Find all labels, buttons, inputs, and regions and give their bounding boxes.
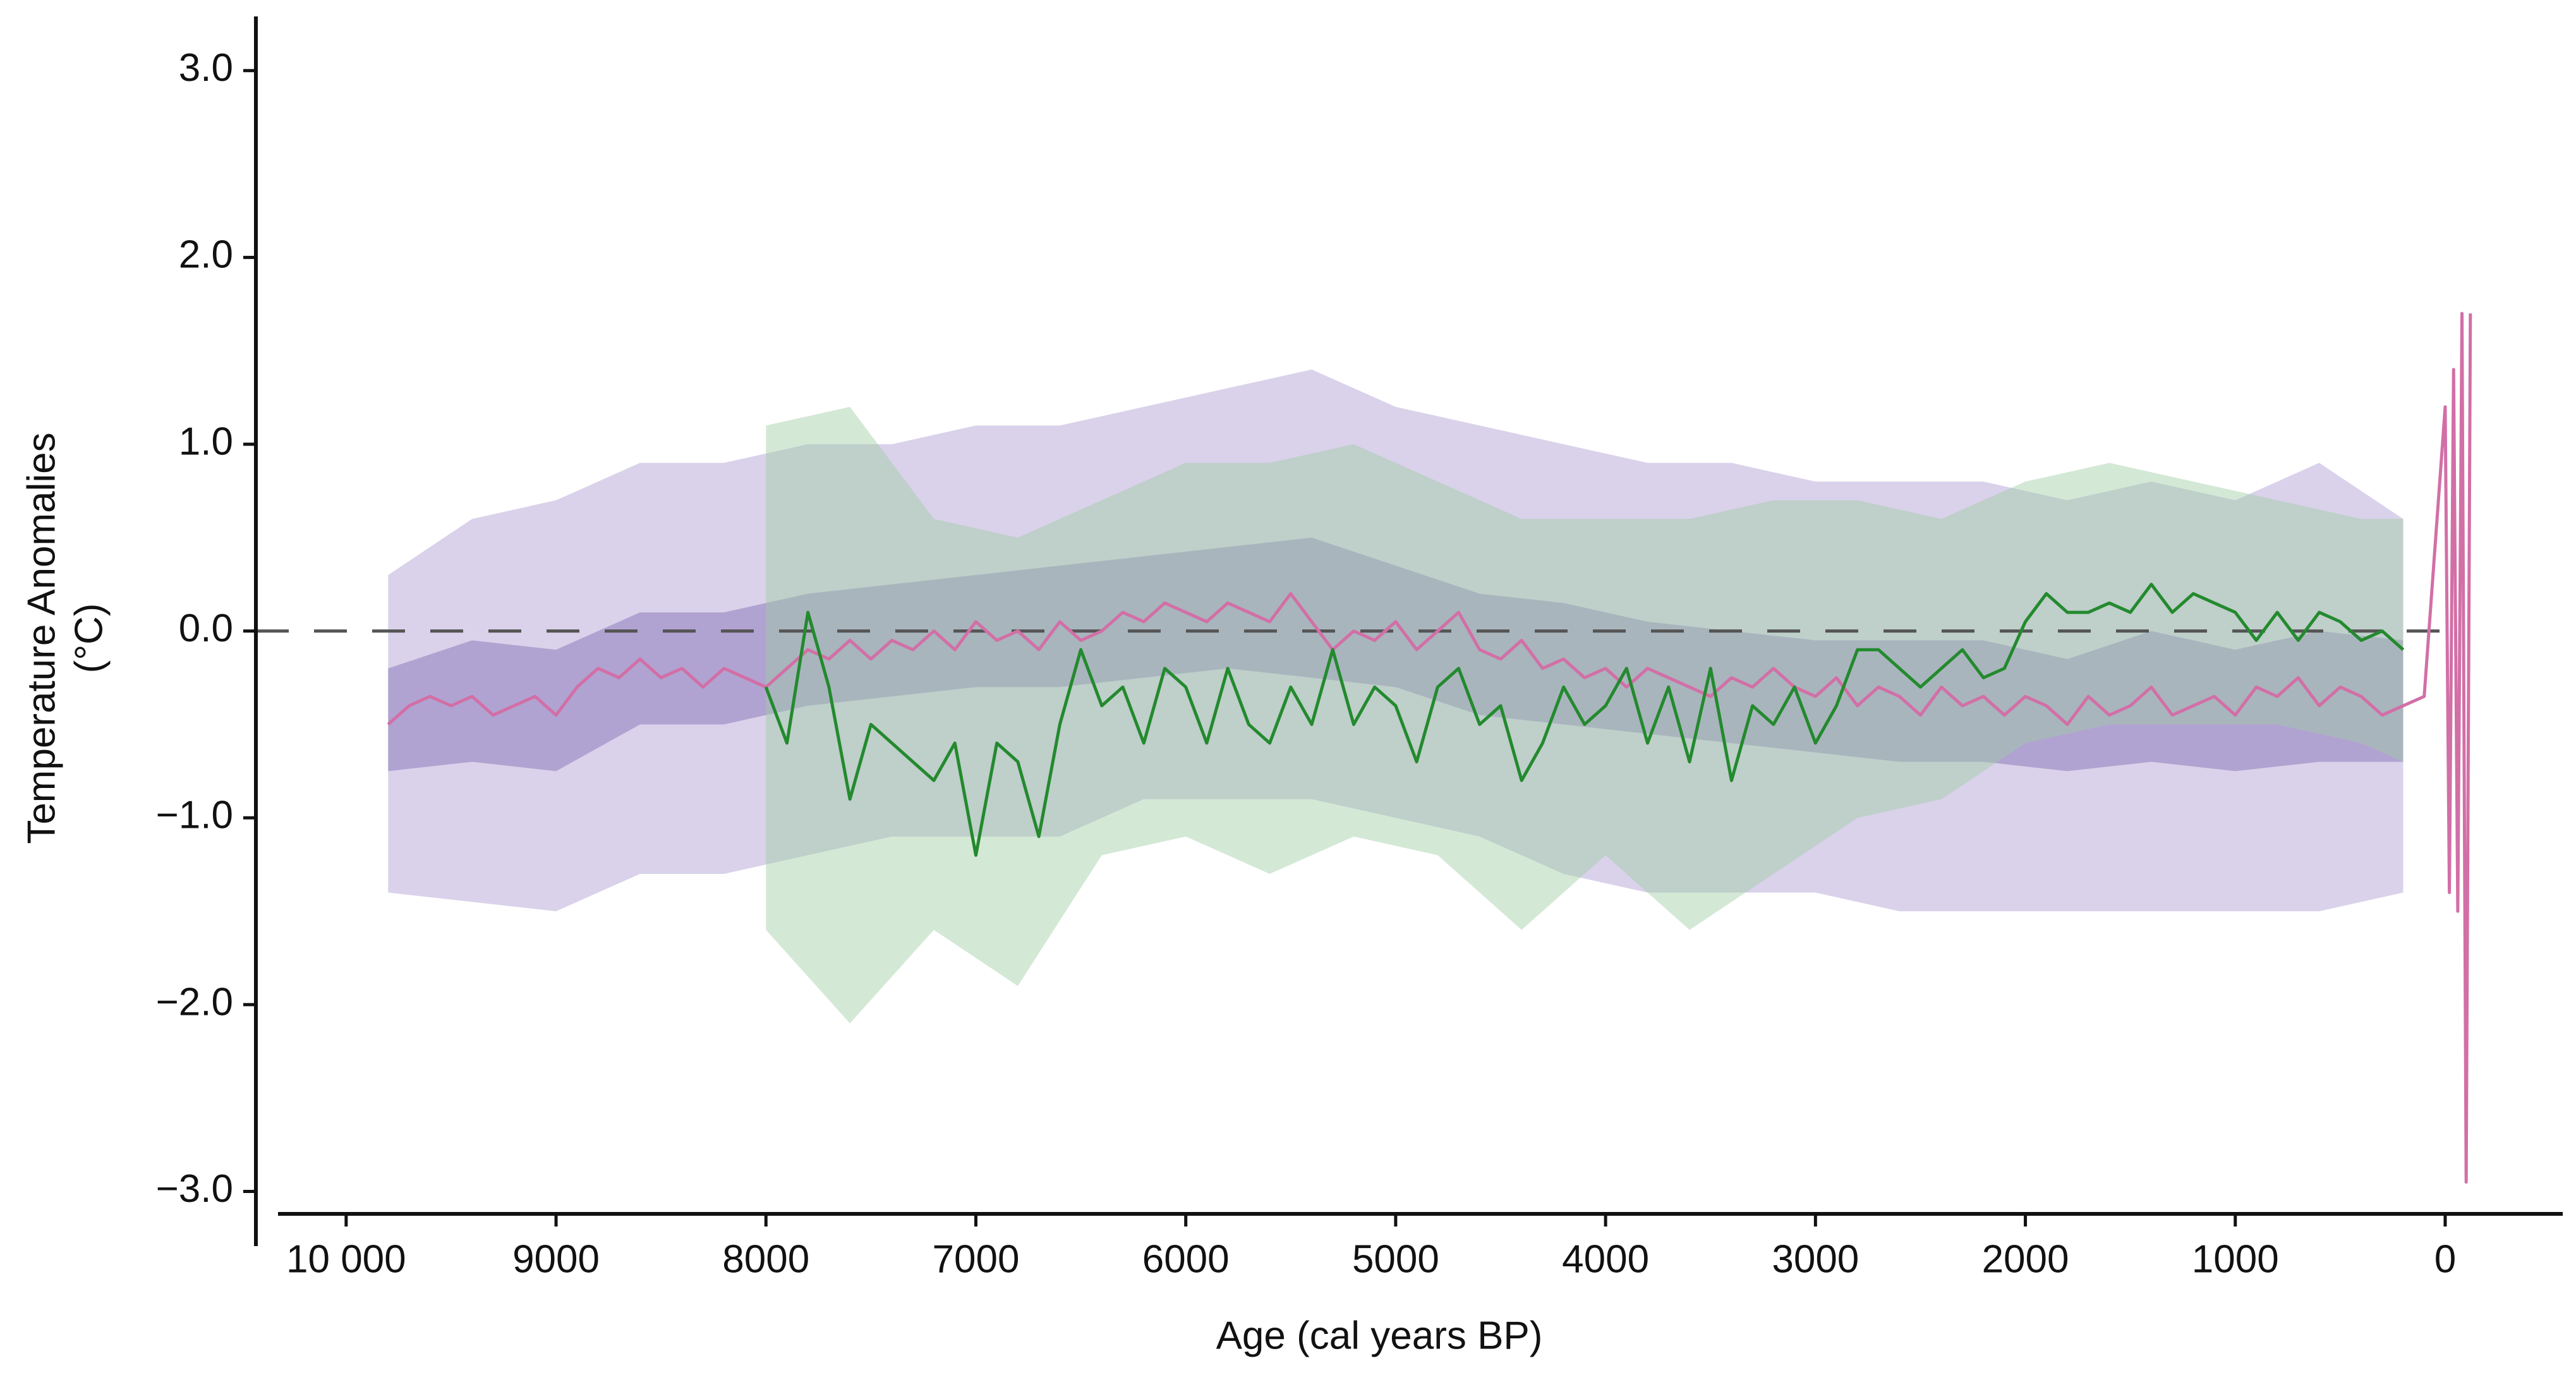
x-tick-label: 5000	[1352, 1237, 1439, 1281]
y-axis-label: (°C)	[67, 603, 111, 674]
y-tick-label: 3.0	[179, 46, 233, 90]
data-line	[387, 312, 2472, 1184]
x-tick-label: 8000	[722, 1237, 809, 1281]
y-tick-label: −2.0	[156, 980, 233, 1024]
x-tick-label: 7000	[933, 1237, 1020, 1281]
x-tick-label: 4000	[1562, 1237, 1649, 1281]
x-tick-label: 6000	[1142, 1237, 1230, 1281]
y-tick-label: −3.0	[156, 1167, 233, 1211]
x-tick-label: 0	[2434, 1237, 2456, 1281]
uncertainty-band	[388, 537, 2404, 772]
y-axis-label: Temperature Anomalies	[20, 432, 63, 844]
data-line	[764, 583, 2405, 857]
x-tick-label: 2000	[1982, 1237, 2069, 1281]
x-tick-label: 3000	[1772, 1237, 1859, 1281]
x-tick-label: 1000	[2192, 1237, 2279, 1281]
uncertainty-band	[766, 406, 2404, 1024]
y-tick-label: 2.0	[179, 233, 233, 277]
y-tick-label: 0.0	[179, 607, 233, 650]
y-tick-label: 1.0	[179, 420, 233, 463]
x-axis-label: Age (cal years BP)	[1216, 1314, 1543, 1357]
x-tick-label: 9000	[512, 1237, 600, 1281]
y-tick-label: −1.0	[156, 794, 233, 837]
x-tick-label: 10 000	[286, 1237, 406, 1281]
